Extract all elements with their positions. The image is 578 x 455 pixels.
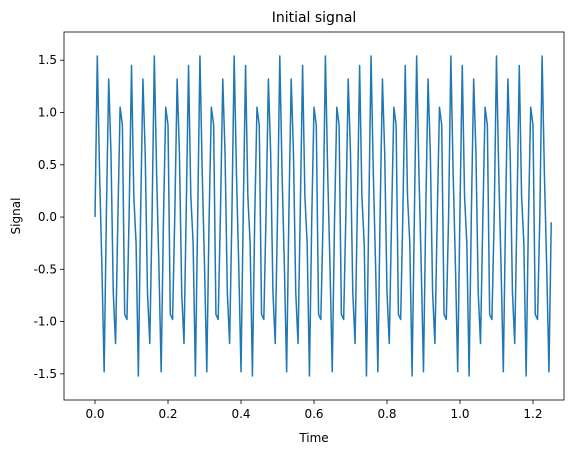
y-tick-label: -1.5	[34, 367, 57, 381]
y-tick-label: 0.5	[38, 158, 57, 172]
y-tick-label: -0.5	[34, 262, 57, 276]
y-tick-label: 1.5	[38, 53, 57, 67]
x-axis-label: Time	[298, 431, 328, 445]
y-tick-label: 1.0	[38, 106, 57, 120]
x-tick-label: 0.8	[377, 407, 396, 421]
chart-title: Initial signal	[272, 10, 357, 26]
x-tick-label: 1.2	[523, 407, 542, 421]
x-tick-label: 0.2	[158, 407, 177, 421]
plot-frame	[63, 31, 565, 401]
x-tick-label: 0.0	[85, 407, 104, 421]
y-tick-label: 0.0	[38, 210, 57, 224]
x-tick-label: 0.4	[231, 407, 250, 421]
x-tick-label: 1.0	[450, 407, 469, 421]
y-tick-label: -1.0	[34, 315, 57, 329]
signal-line	[94, 55, 552, 377]
y-axis-label: Signal	[9, 198, 23, 235]
x-tick-label: 0.6	[304, 407, 323, 421]
